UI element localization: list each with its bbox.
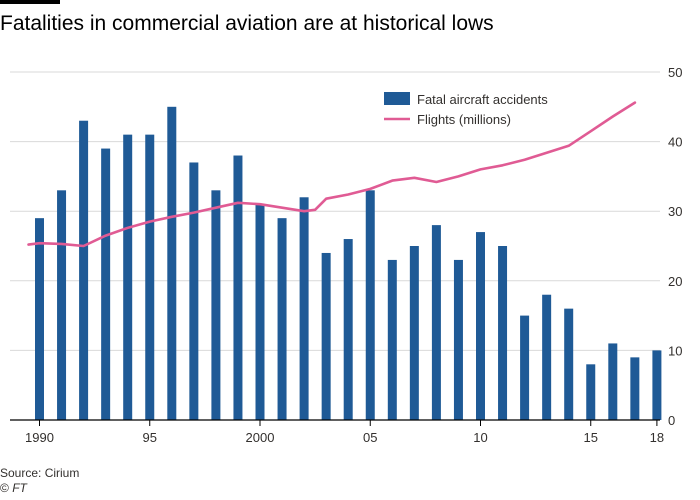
bar-fatal-accidents-2011 — [498, 246, 508, 420]
bar-fatal-accidents-1999 — [233, 155, 243, 420]
bar-fatal-accidents-2003 — [321, 252, 331, 420]
bar-fatal-accidents-2005 — [365, 190, 375, 420]
y-tick-label: 20 — [668, 274, 682, 289]
x-tick-label: 2000 — [246, 430, 275, 445]
copyright-brand: FT — [12, 481, 27, 495]
y-tick-label: 0 — [668, 413, 675, 428]
bar-fatal-accidents-1996 — [167, 106, 177, 421]
bar-fatal-accidents-2006 — [387, 259, 397, 420]
bar-fatal-accidents-2001 — [277, 218, 287, 420]
bar-fatal-accidents-2000 — [255, 204, 265, 420]
bar-fatal-accidents-2018 — [652, 350, 662, 420]
legend-label-flights: Flights (millions) — [417, 112, 511, 127]
bar-fatal-accidents-1991 — [57, 190, 67, 420]
bar-fatal-accidents-2002 — [299, 197, 309, 420]
x-tick-label: 18 — [650, 430, 664, 445]
x-tick-label: 95 — [143, 430, 157, 445]
y-tick-label: 10 — [668, 343, 682, 358]
bar-fatal-accidents-1998 — [211, 190, 221, 420]
chart-plot: 0 10 20 30 40 50 1990 95 2000 05 10 15 18 Fatal aircr… — [10, 65, 682, 445]
line-flights — [27, 101, 637, 248]
bar-fatal-accidents-2010 — [476, 232, 485, 420]
bar-fatal-accidents-1994 — [123, 134, 133, 420]
bar-fatal-accidents-1992 — [79, 120, 89, 420]
bar-fatal-accidents-2016 — [608, 343, 618, 420]
bar-fatal-accidents-2015 — [586, 364, 596, 420]
bar-fatal-accidents-2008 — [431, 225, 441, 420]
bar-fatal-accidents-2012 — [520, 315, 530, 420]
y-tick-label: 40 — [668, 135, 682, 150]
x-tick-label: 15 — [584, 430, 598, 445]
bar-fatal-accidents-2017 — [630, 357, 640, 420]
bar-fatal-accidents-1990 — [35, 218, 44, 420]
x-tick-label: 10 — [473, 430, 487, 445]
bar-fatal-accidents-2007 — [409, 246, 419, 420]
legend-label-accidents: Fatal aircraft accidents — [417, 92, 548, 107]
chart-title: Fatalities in commercial aviation are at… — [0, 12, 494, 35]
x-tick-label: 05 — [363, 430, 377, 445]
bar-fatal-accidents-1993 — [101, 148, 111, 420]
copyright-note: © FT — [0, 481, 27, 495]
bar-fatal-accidents-2013 — [542, 294, 552, 420]
legend-swatch-accidents — [384, 92, 410, 105]
y-tick-label: 50 — [668, 65, 682, 80]
copyright-symbol: © — [0, 481, 9, 495]
bar-fatal-accidents-2004 — [343, 239, 353, 420]
bar-fatal-accidents-2014 — [564, 308, 574, 420]
bar-fatal-accidents-1995 — [145, 134, 155, 420]
x-tick-label: 1990 — [25, 430, 54, 445]
y-tick-label: 30 — [668, 204, 682, 219]
bar-fatal-accidents-2009 — [453, 259, 463, 420]
brand-accent-bar — [0, 0, 60, 4]
bar-fatal-accidents-1997 — [189, 162, 199, 420]
source-note: Source: Cirium — [0, 466, 80, 480]
